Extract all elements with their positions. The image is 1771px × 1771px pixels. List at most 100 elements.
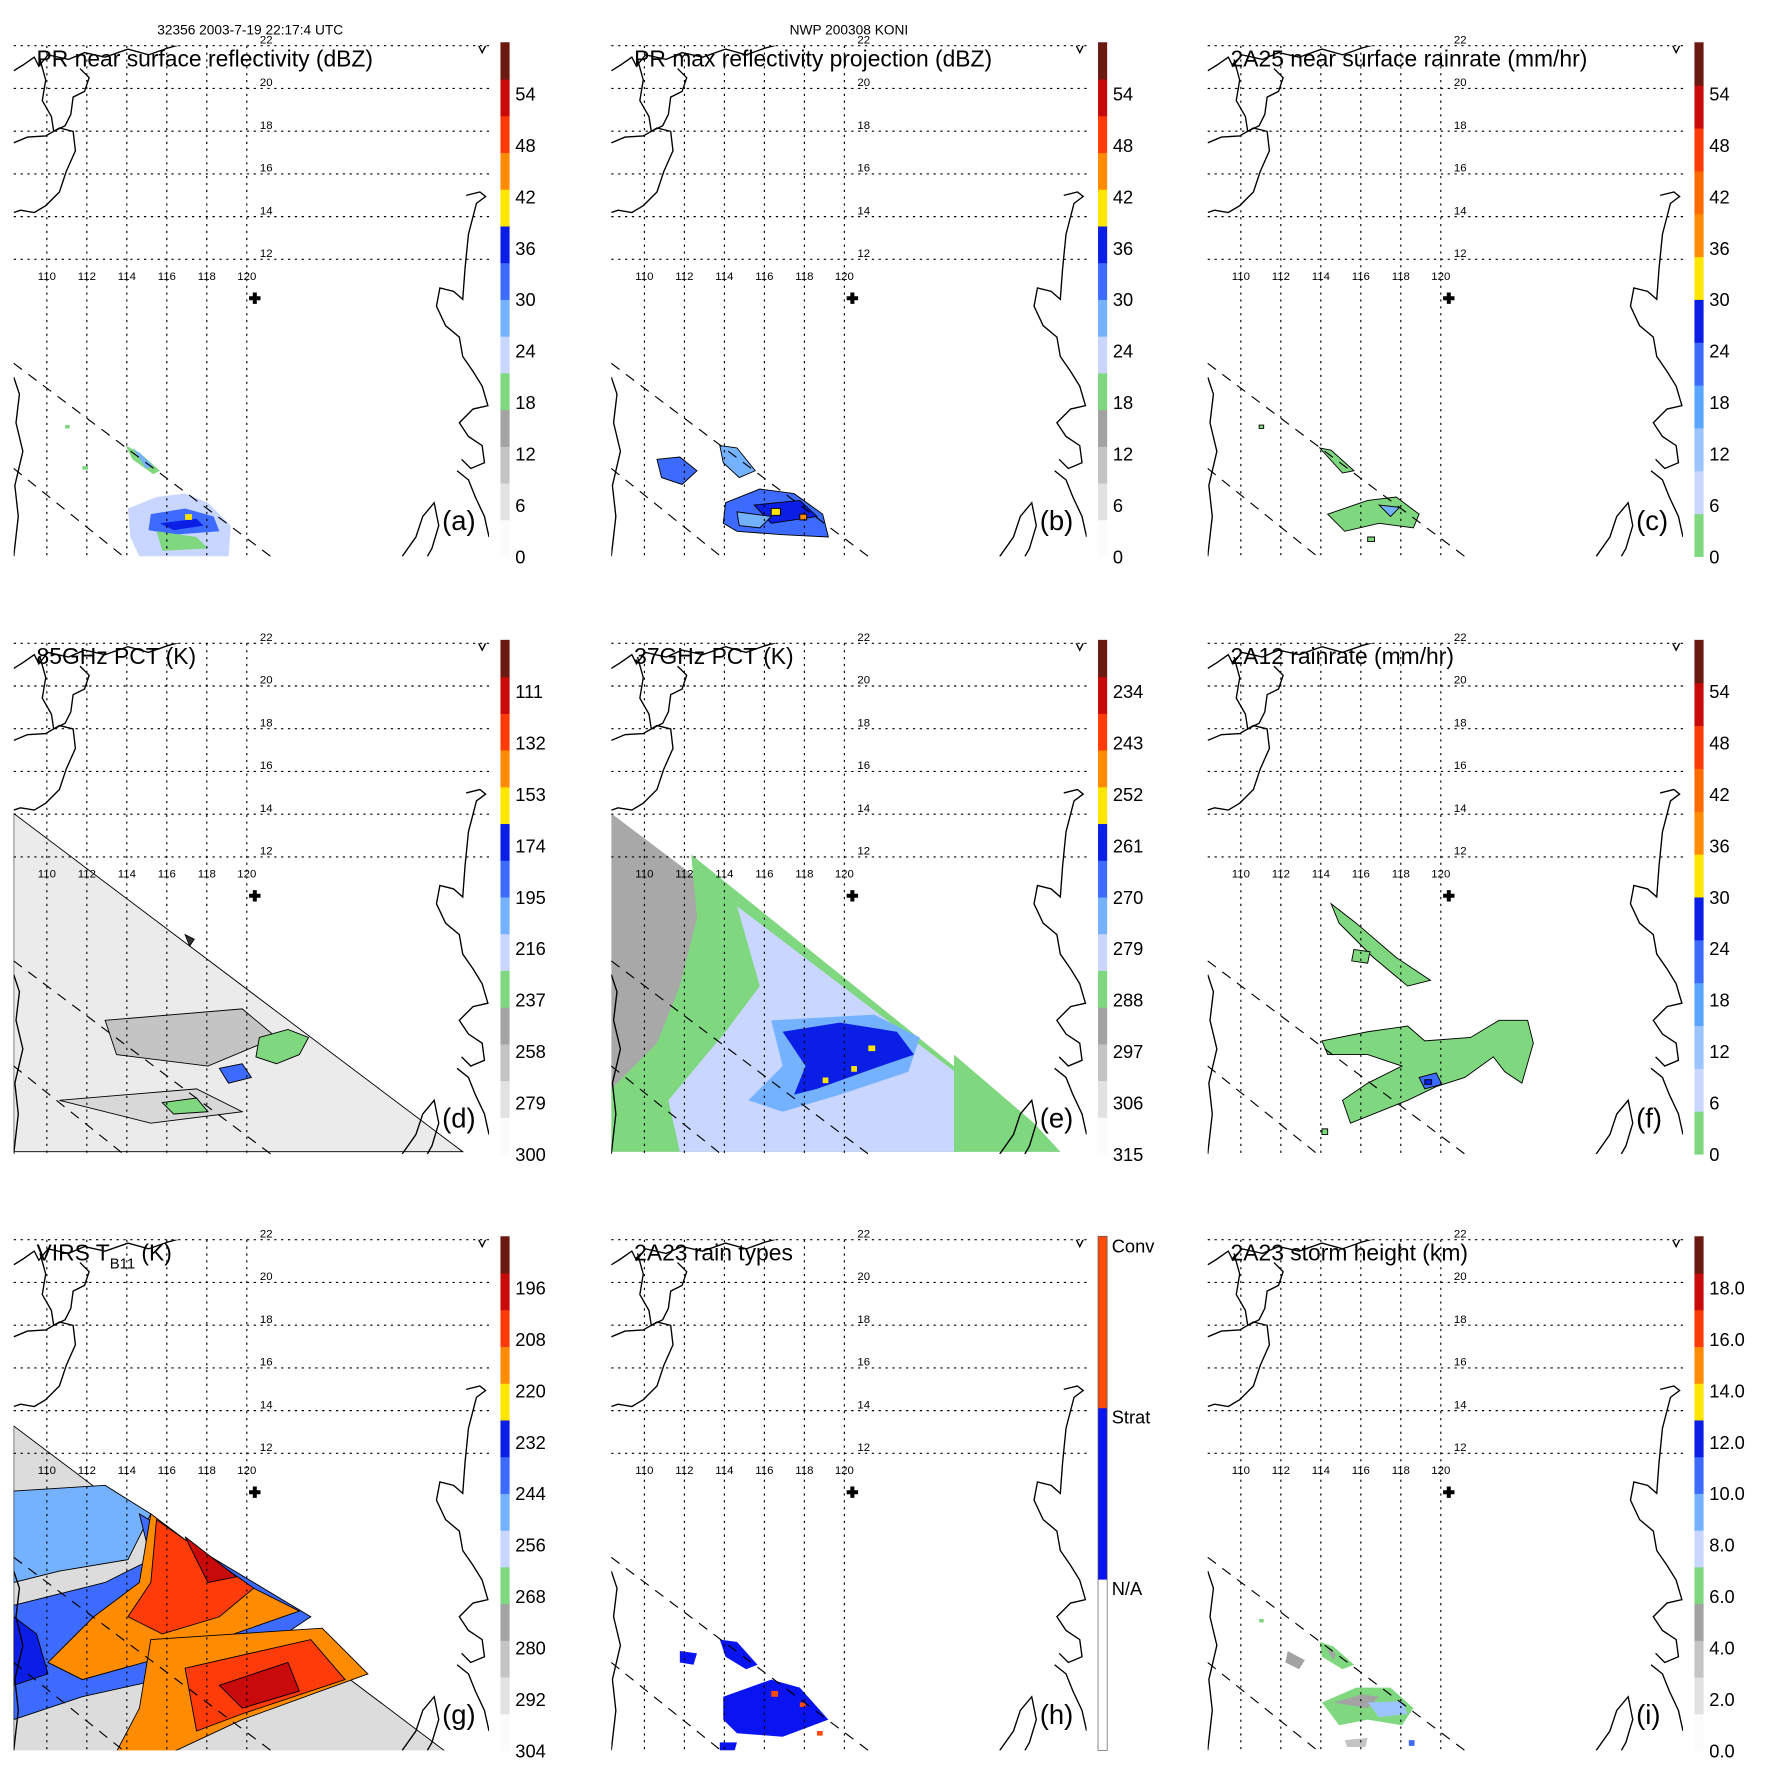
colorbar-segment [1694,854,1704,898]
coastline [13,45,180,72]
coastline [1033,191,1087,470]
colorbar-tick-label: 12.0 [1709,1432,1745,1453]
colorbar-tick-label: 220 [515,1380,545,1401]
panel-title: VIRS TB11 (K) [37,1239,172,1272]
colorbar-segment [500,639,510,678]
coastline [1207,1239,1374,1266]
colorbar-tick-label: 237 [515,990,545,1011]
colorbar-segment [500,409,510,447]
colorbar-segment [1694,1603,1704,1641]
panel-label: (c) [1636,505,1668,536]
colorbar-segment [500,1530,510,1568]
coastline [456,1664,490,1732]
lon-tick-label: 112 [675,869,693,881]
coastline [477,45,487,55]
colorbar-segment [1694,299,1704,343]
panel-label: (i) [1636,1699,1660,1730]
lon-tick-label: 118 [795,869,813,881]
colorbar-segment [1694,768,1704,812]
colorbar-tick-label: 244 [515,1483,545,1504]
swath-edge [610,1556,869,1751]
lat-tick-label: 20 [857,1271,870,1283]
precip-region [656,456,698,485]
coastline [1233,656,1284,731]
colorbar-tick-label: 0 [515,546,525,567]
lon-tick-label: 118 [1392,271,1410,283]
coastline [435,1385,489,1664]
colorbar-tick-label: 6.0 [1709,1586,1734,1607]
colorbar-segment [500,152,510,190]
panel-title: PR max reflectivity projection (dBZ) [634,45,992,71]
colorbar-segment [500,1117,510,1155]
colorbar-segment [500,262,510,300]
colorbar-tick-label: 6 [515,495,525,516]
colorbar-segment [1098,713,1108,751]
colorbar-segment [500,896,510,935]
coastline [39,59,90,133]
colorbar-segment [1098,299,1108,337]
lat-tick-label: 18 [857,717,870,729]
colorbar-tick-label: 48 [1709,135,1729,156]
lon-tick-label: 110 [1232,271,1250,283]
swath-edge [13,1556,272,1751]
colorbar-segment [1098,676,1108,714]
swath-edge [13,362,272,557]
colorbar-segment [500,372,510,411]
coastline [1207,45,1374,72]
lon-tick-label: 116 [1352,271,1370,283]
lat-tick-label: 16 [1454,760,1467,772]
colorbar-tick-label: 0 [1113,546,1123,567]
lon-tick-label: 112 [1272,869,1290,881]
colorbar-segment [500,1713,510,1752]
colorbar-tick-label: 42 [515,186,535,207]
colorbar-segment [500,1309,510,1348]
colorbar-tick-label: 297 [1113,1041,1143,1062]
swath-edge [610,362,869,557]
precip-region [161,1097,209,1115]
precip-region [13,1484,152,1583]
colorbar-tick-label: 234 [1113,681,1143,702]
colorbar-tick-label: 6 [1709,1092,1719,1113]
precip-region [184,933,195,948]
lat-tick-label: 20 [260,77,273,89]
colorbar-segment [1098,42,1108,80]
precip-region [679,1651,697,1665]
colorbar-tick-label: 132 [515,733,545,754]
colorbar-segment [1098,933,1108,971]
lat-tick-label: 20 [1454,1271,1467,1283]
coastline [1671,643,1681,652]
colorbar-segment [1694,1111,1704,1155]
precip-region [771,1691,823,1736]
coastline [999,1098,1038,1155]
colorbar-segment [500,1456,510,1494]
lon-tick-label: 110 [635,1465,653,1477]
lat-tick-label: 16 [1454,163,1467,175]
lat-tick-label: 20 [260,675,273,687]
precip-region [1319,1641,1354,1670]
colorbar-segment [1098,823,1108,861]
panel-title: 2A25 near surface rainrate (mm/hr) [1231,45,1588,71]
colorbar-segment [500,42,510,80]
lon-tick-label: 120 [1431,1465,1450,1477]
colorbar-segment [1694,1456,1704,1494]
colorbar-segment [1098,896,1108,935]
precip-region [184,1536,238,1583]
coastline [1207,1321,1271,1408]
precip-region [156,531,208,551]
coastline [1650,1664,1684,1732]
colorbar-tick-label: 315 [1113,1144,1143,1165]
colorbar-tick-label: 256 [515,1535,545,1556]
lon-tick-label: 112 [78,869,96,881]
colorbar-tick-label: 18 [515,392,535,413]
coastline [1207,1570,1218,1751]
coastline [611,1239,777,1266]
precip-region [736,511,773,529]
colorbar-segment [500,933,510,971]
coastline [13,127,77,214]
colorbar-tick-label: 268 [515,1586,545,1607]
lat-tick-label: 14 [857,1399,870,1411]
lon-tick-label: 110 [1232,869,1250,881]
coastline [1207,724,1271,811]
colorbar-tick-label: 4.0 [1709,1637,1734,1658]
